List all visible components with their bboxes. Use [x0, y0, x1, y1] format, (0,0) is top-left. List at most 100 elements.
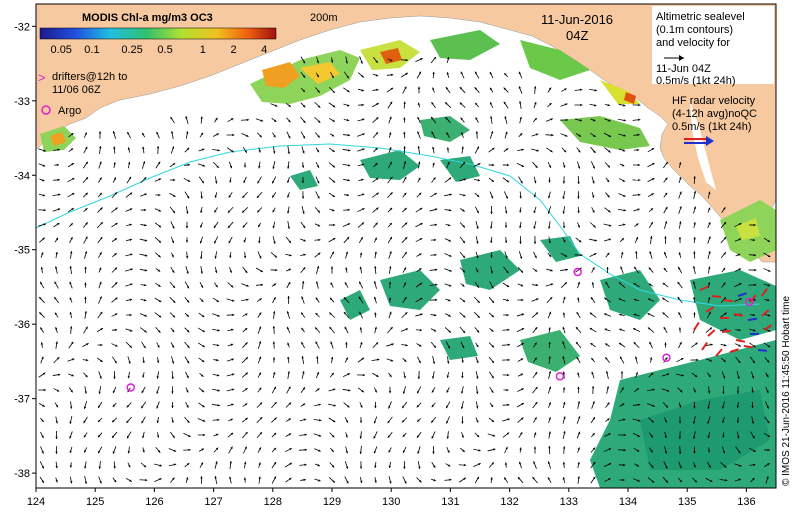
velocity-arrowhead: [623, 223, 626, 226]
lat-tick-label: -35: [14, 245, 30, 257]
velocity-arrowhead: [390, 73, 394, 77]
velocity-arrowhead: [301, 165, 305, 168]
velocity-arrowhead: [693, 251, 696, 254]
velocity-arrowhead: [709, 479, 713, 482]
velocity-arrowhead: [332, 480, 335, 483]
velocity-arrowhead: [332, 180, 336, 183]
velocity-arrowhead: [663, 327, 666, 330]
velocity-arrowhead: [373, 436, 376, 439]
velocity-arrowhead: [433, 329, 437, 332]
velocity-arrowhead: [200, 271, 203, 274]
velocity-arrowhead: [591, 371, 594, 375]
velocity-arrowhead: [608, 478, 611, 481]
velocity-arrowhead: [550, 283, 554, 286]
velocity-arrowhead: [114, 238, 118, 241]
velocity-arrowhead: [562, 211, 565, 214]
velocity-arrowhead: [389, 147, 392, 150]
velocity-arrowhead: [619, 328, 622, 331]
velocity-arrowhead: [141, 390, 144, 394]
velocity-arrowhead: [99, 146, 102, 149]
velocity-arrowhead: [301, 341, 304, 345]
velocity-arrowhead: [40, 327, 43, 330]
isobath-200m: [35, 143, 761, 307]
velocity-arrowhead: [579, 119, 583, 122]
velocity-arrowhead: [738, 268, 741, 271]
velocity-arrowhead: [433, 345, 436, 348]
velocity-arrowhead: [216, 299, 219, 303]
velocity-arrowhead: [332, 238, 336, 241]
velocity-arrowhead: [41, 451, 44, 454]
velocity-arrowhead: [434, 298, 438, 302]
velocity-arrowhead: [115, 344, 118, 347]
velocity-arrowhead: [359, 466, 363, 469]
velocity-arrowhead: [100, 328, 103, 331]
velocity-arrowhead: [214, 256, 217, 259]
velocity-arrowhead: [461, 146, 464, 149]
velocity-arrowhead: [332, 119, 335, 122]
velocity-arrowhead: [505, 196, 508, 199]
velocity-arrowhead: [634, 266, 637, 270]
velocity-arrowhead: [592, 181, 595, 184]
argo-markers: [126, 267, 754, 392]
velocity-arrowhead: [693, 406, 696, 409]
velocity-arrowhead: [447, 161, 450, 165]
velocity-arrowhead: [507, 403, 510, 407]
velocity-arrowhead: [533, 210, 536, 214]
velocity-arrowhead: [534, 342, 537, 346]
velocity-arrowhead: [593, 134, 596, 137]
velocity-arrowhead: [98, 466, 101, 469]
velocity-arrowhead: [593, 476, 596, 480]
velocity-arrowhead: [288, 386, 291, 390]
velocity-arrowhead: [69, 436, 72, 439]
velocity-arrowhead: [738, 328, 741, 332]
velocity-arrowhead: [200, 132, 204, 136]
velocity-arrowhead: [272, 180, 275, 184]
velocity-arrowhead: [317, 181, 320, 184]
velocity-arrowhead: [420, 223, 423, 226]
velocity-arrowhead: [710, 343, 713, 346]
velocity-arrowhead: [69, 450, 72, 454]
velocity-arrowhead: [142, 161, 146, 164]
velocity-arrowhead: [217, 329, 220, 332]
velocity-arrowhead: [490, 87, 493, 91]
velocity-arrowhead: [592, 210, 595, 213]
velocity-arrowhead: [144, 223, 147, 227]
velocity-arrowhead: [534, 372, 538, 375]
velocity-arrowhead: [419, 238, 423, 241]
velocity-arrowhead: [202, 329, 205, 333]
velocity-arrowhead: [692, 266, 696, 269]
velocity-arrowhead: [302, 387, 306, 390]
altimetric-legend-bg: [652, 6, 774, 84]
velocity-arrowhead: [447, 346, 450, 349]
velocity-arrowhead: [404, 312, 408, 315]
velocity-arrowhead: [534, 432, 537, 435]
velocity-arrowhead: [388, 406, 391, 409]
velocity-arrowhead: [737, 376, 740, 379]
velocity-arrowhead: [434, 313, 437, 317]
velocity-arrowhead: [635, 372, 638, 375]
velocity-arrowhead: [171, 391, 174, 394]
velocity-arrowhead: [591, 386, 595, 389]
velocity-arrowhead: [301, 296, 304, 299]
velocity-arrowhead: [375, 222, 378, 226]
velocity-arrowhead: [85, 236, 88, 240]
velocity-arrowhead: [593, 119, 596, 122]
velocity-arrowhead: [128, 176, 132, 180]
velocity-arrowhead: [533, 461, 536, 464]
velocity-arrowhead: [476, 476, 479, 480]
velocity-arrowhead: [519, 133, 523, 136]
velocity-arrowhead: [144, 314, 147, 317]
velocity-arrowhead: [507, 343, 510, 347]
hf-radar-legend: HF radar velocity (4-12h avg)noQC 0.5m/s…: [672, 95, 757, 146]
velocity-arrowhead: [693, 176, 696, 179]
velocity-arrowhead: [186, 195, 190, 199]
velocity-arrowhead: [623, 433, 626, 437]
velocity-arrowhead: [636, 148, 640, 152]
velocity-arrowhead: [389, 481, 392, 484]
velocity-arrowhead: [478, 449, 481, 452]
velocity-arrowhead: [171, 240, 175, 244]
velocity-arrowhead: [636, 464, 639, 467]
velocity-arrowhead: [460, 406, 464, 409]
velocity-arrowhead: [42, 164, 46, 167]
